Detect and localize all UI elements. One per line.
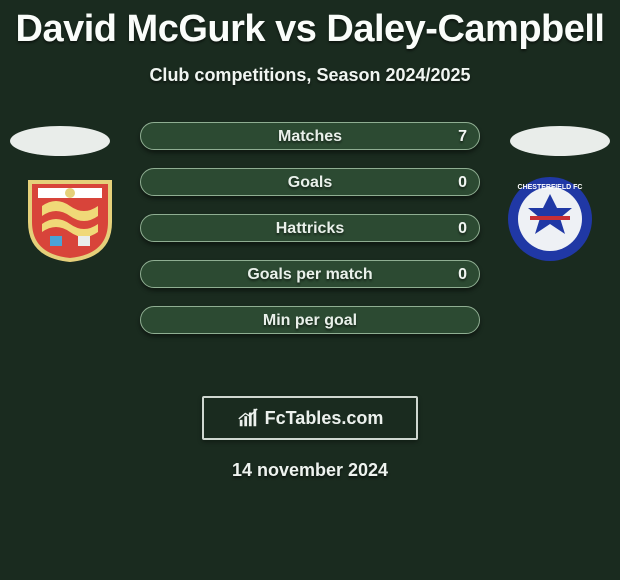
stat-row: Min per goal (140, 306, 480, 334)
player-right-avatar-placeholder (510, 126, 610, 156)
stat-value-right: 7 (458, 123, 467, 151)
stat-label: Goals per match (141, 261, 479, 289)
comparison-stage: CHESTERFIELD FC Matches7Goals0Hattricks0… (0, 116, 620, 396)
page-title: David McGurk vs Daley-Campbell (0, 0, 620, 51)
stat-value-right: 0 (458, 215, 467, 243)
player-left-avatar-placeholder (10, 126, 110, 156)
bar-chart-icon (237, 407, 259, 429)
club-crest-right: CHESTERFIELD FC (500, 176, 600, 262)
stat-row: Goals0 (140, 168, 480, 196)
brand-box: FcTables.com (202, 396, 418, 440)
stat-row: Matches7 (140, 122, 480, 150)
subtitle: Club competitions, Season 2024/2025 (0, 65, 620, 86)
stat-label: Goals (141, 169, 479, 197)
stat-value-right: 0 (458, 169, 467, 197)
date-label: 14 november 2024 (0, 460, 620, 481)
stat-value-right: 0 (458, 261, 467, 289)
stat-row: Goals per match0 (140, 260, 480, 288)
stat-label: Matches (141, 123, 479, 151)
stat-row: Hattricks0 (140, 214, 480, 242)
stat-label: Hattricks (141, 215, 479, 243)
brand-text: FcTables.com (265, 408, 384, 429)
stat-rows: Matches7Goals0Hattricks0Goals per match0… (140, 122, 480, 352)
club-crest-left (20, 176, 120, 262)
stat-label: Min per goal (141, 307, 479, 335)
svg-text:CHESTERFIELD FC: CHESTERFIELD FC (518, 184, 583, 191)
